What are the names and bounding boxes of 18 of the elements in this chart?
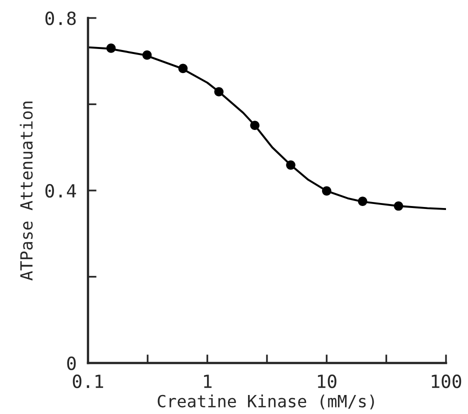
point — [358, 196, 368, 206]
point — [142, 50, 152, 60]
y-tick-label: 0.4 — [45, 184, 76, 198]
y-axis-title: ATPase Attenuation — [20, 102, 33, 281]
x-tick-label: 1 — [204, 374, 212, 388]
x-tick-label: 10 — [318, 374, 336, 388]
point — [106, 44, 116, 53]
x-axis-title: Creatine Kinase (mM/s) — [158, 394, 374, 410]
x-tick-label: 100 — [432, 374, 462, 388]
point — [286, 160, 296, 170]
y-tick-label: 0 — [67, 356, 76, 370]
point — [214, 87, 224, 96]
point — [178, 64, 188, 74]
y-tick-label: 0.8 — [45, 12, 76, 26]
x-tick-label: 0.1 — [72, 374, 104, 388]
point — [394, 201, 404, 211]
point — [250, 120, 260, 130]
point — [322, 186, 332, 196]
